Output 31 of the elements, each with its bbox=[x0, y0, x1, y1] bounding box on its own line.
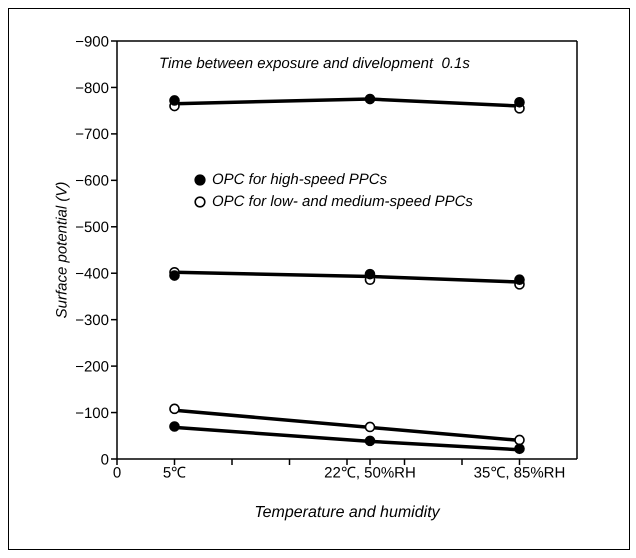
point bbox=[169, 404, 180, 414]
point bbox=[169, 95, 180, 106]
point bbox=[364, 268, 376, 280]
point bbox=[169, 270, 180, 281]
y-tick-label: −400 bbox=[75, 266, 109, 283]
legend-label: OPC for high-speed PPCs bbox=[212, 170, 388, 190]
annotation: Time between exposure and divelopment 0.1s bbox=[159, 55, 470, 72]
y-tick-label: 0 bbox=[100, 451, 109, 468]
y-tick-label: −500 bbox=[75, 219, 109, 236]
point bbox=[514, 97, 525, 108]
point bbox=[514, 434, 525, 446]
point bbox=[514, 443, 525, 454]
y-tick-label: −100 bbox=[75, 404, 109, 422]
point bbox=[169, 421, 180, 432]
point bbox=[364, 422, 376, 432]
point bbox=[364, 94, 376, 104]
legend-label: OPC for low- and medium-speed PPCs bbox=[212, 192, 473, 212]
y-tick-label: −800 bbox=[75, 80, 109, 97]
x-tick-label: 35℃, 85%RH bbox=[474, 464, 566, 482]
x-tick-label: 22℃, 50%RH bbox=[324, 464, 416, 482]
x-axis-title: Temperature and humidity bbox=[254, 504, 441, 521]
y-tick-label: −700 bbox=[75, 126, 109, 144]
y-tick-label: −900 bbox=[75, 33, 109, 50]
y-axis-title: Surface potential (V) bbox=[53, 182, 70, 318]
point bbox=[364, 436, 376, 446]
y-tick-label: −300 bbox=[75, 312, 109, 329]
x-tick-label: 0 bbox=[112, 464, 122, 482]
x-tick-label: 5℃ bbox=[162, 464, 186, 482]
y-tick-label: −600 bbox=[75, 172, 109, 190]
y-tick-label: −200 bbox=[75, 358, 109, 376]
point bbox=[514, 274, 525, 286]
